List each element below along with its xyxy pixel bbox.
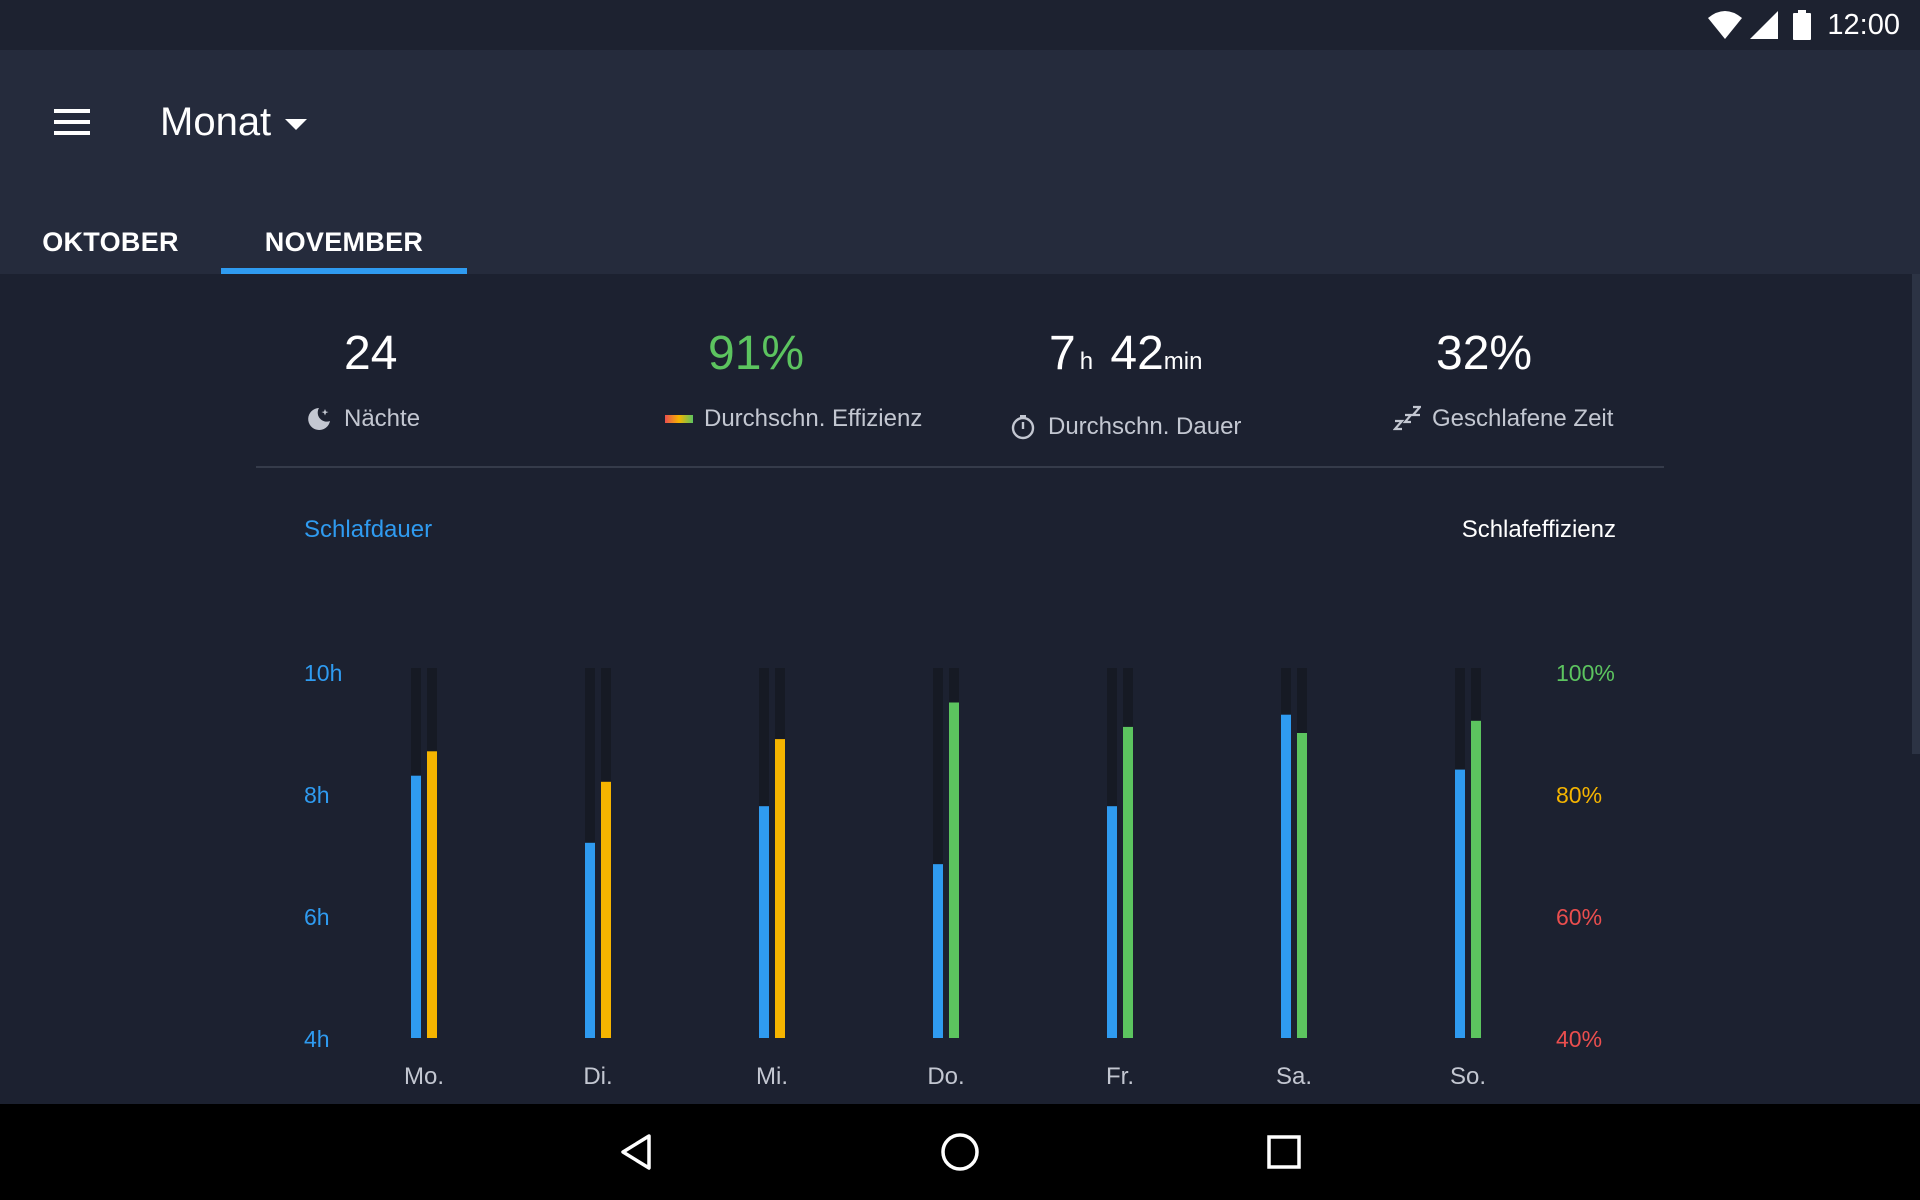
y-left-tick-label: 6h	[304, 904, 330, 930]
slept-value: 32%	[1436, 327, 1533, 380]
x-tick-label: So.	[1450, 1063, 1486, 1090]
y-left-tick-label: 10h	[304, 660, 342, 686]
sleep-efficiency-bar[interactable]	[1471, 720, 1481, 1038]
sleep-efficiency-bar[interactable]	[1297, 733, 1307, 1038]
sleep-duration-bar[interactable]	[1107, 806, 1117, 1038]
sleep-chart: 10h 8h 6h 4h 100% 80% 60% 40% Mo. Di. Mi. Do. Fr. Sa.…	[304, 660, 1615, 1090]
signal-icon	[1749, 10, 1779, 40]
app-bar: Monat OKTOBER NOVEMBER	[0, 50, 1920, 274]
zzz-icon	[1392, 404, 1422, 434]
stat-nights: 24 Nächte	[304, 326, 420, 434]
sleep-efficiency-bar[interactable]	[775, 739, 785, 1038]
content: 24 Nächte 91% Durchschn. Effiz	[0, 274, 1920, 1104]
nights-value: 24	[344, 327, 398, 380]
scrollbar[interactable]	[1912, 274, 1920, 754]
month-tabs: OKTOBER NOVEMBER	[0, 210, 467, 274]
sleep-efficiency-bar[interactable]	[601, 781, 611, 1038]
legend-sleep-efficiency[interactable]: Schlafeffizienz	[1461, 516, 1616, 543]
nights-label: Nächte	[344, 405, 421, 432]
wifi-icon	[1707, 10, 1743, 40]
stat-efficiency: 91% Durchschn. Effizienz	[664, 326, 922, 434]
sleep-duration-bar[interactable]	[1455, 769, 1465, 1038]
recents-icon	[1267, 1135, 1301, 1169]
legend-sleep-duration[interactable]: Schlafdauer	[304, 516, 433, 543]
y-left-tick-label: 8h	[304, 782, 330, 808]
app-title: Monat	[160, 99, 272, 144]
x-tick-label: Mo.	[404, 1063, 444, 1090]
y-right-tick-label: 40%	[1556, 1026, 1602, 1052]
menu-button[interactable]	[48, 98, 96, 146]
battery-icon	[1793, 10, 1812, 40]
tab-indicator	[221, 268, 467, 274]
home-button[interactable]	[936, 1128, 984, 1176]
duration-hours: 7	[1049, 327, 1076, 380]
timer-icon	[1008, 412, 1038, 442]
status-bar: 12:00	[0, 0, 1920, 50]
back-icon	[621, 1134, 651, 1170]
moon-icon	[304, 404, 334, 434]
x-tick-label: Sa.	[1276, 1063, 1312, 1090]
sleep-efficiency-bar[interactable]	[427, 751, 437, 1038]
tab-oktober[interactable]: OKTOBER	[0, 210, 221, 274]
sleep-efficiency-bar[interactable]	[949, 702, 959, 1039]
navigation-bar	[0, 1104, 1920, 1200]
y-right-tick-label: 100%	[1556, 660, 1615, 686]
bar-track	[933, 668, 943, 1038]
y-left-tick-label: 4h	[304, 1026, 330, 1052]
efficiency-value: 91%	[708, 327, 805, 380]
status-icons: 12:00	[1707, 0, 1900, 50]
x-tick-label: Di.	[583, 1063, 612, 1090]
sleep-duration-bar[interactable]	[759, 806, 769, 1038]
sleep-duration-bar[interactable]	[411, 775, 421, 1038]
status-time: 12:00	[1827, 8, 1900, 41]
efficiency-gradient-icon	[664, 404, 694, 434]
sleep-duration-bar[interactable]	[933, 864, 943, 1038]
tab-label: NOVEMBER	[264, 226, 424, 257]
y-right-tick-label: 80%	[1556, 782, 1602, 808]
duration-minutes-unit: min	[1163, 348, 1203, 375]
tab-november[interactable]: NOVEMBER	[221, 210, 467, 274]
recents-button[interactable]	[1260, 1128, 1308, 1176]
slept-label: Geschlafene Zeit	[1432, 405, 1614, 432]
menu-icon	[54, 109, 90, 135]
x-tick-label: Fr.	[1106, 1063, 1134, 1090]
arrow-drop-down-icon	[285, 119, 308, 130]
x-tick-label: Do.	[927, 1063, 964, 1090]
duration-label: Durchschn. Dauer	[1048, 413, 1242, 440]
x-tick-label: Mi.	[756, 1063, 788, 1090]
sleep-duration-bar[interactable]	[1281, 714, 1291, 1038]
duration-minutes: 42	[1110, 327, 1164, 380]
efficiency-label: Durchschn. Effizienz	[704, 405, 923, 432]
home-icon	[941, 1133, 979, 1171]
y-right-tick-label: 60%	[1556, 904, 1602, 930]
duration-hours-unit: h	[1079, 348, 1094, 375]
sleep-efficiency-bar[interactable]	[1123, 726, 1133, 1038]
back-button[interactable]	[612, 1128, 660, 1176]
stat-slept: 32% Geschlafene Zeit	[1392, 326, 1613, 434]
divider	[256, 466, 1664, 468]
tab-label: OKTOBER	[42, 226, 179, 257]
period-selector[interactable]: Monat	[160, 90, 308, 154]
sleep-duration-bar[interactable]	[585, 842, 595, 1038]
